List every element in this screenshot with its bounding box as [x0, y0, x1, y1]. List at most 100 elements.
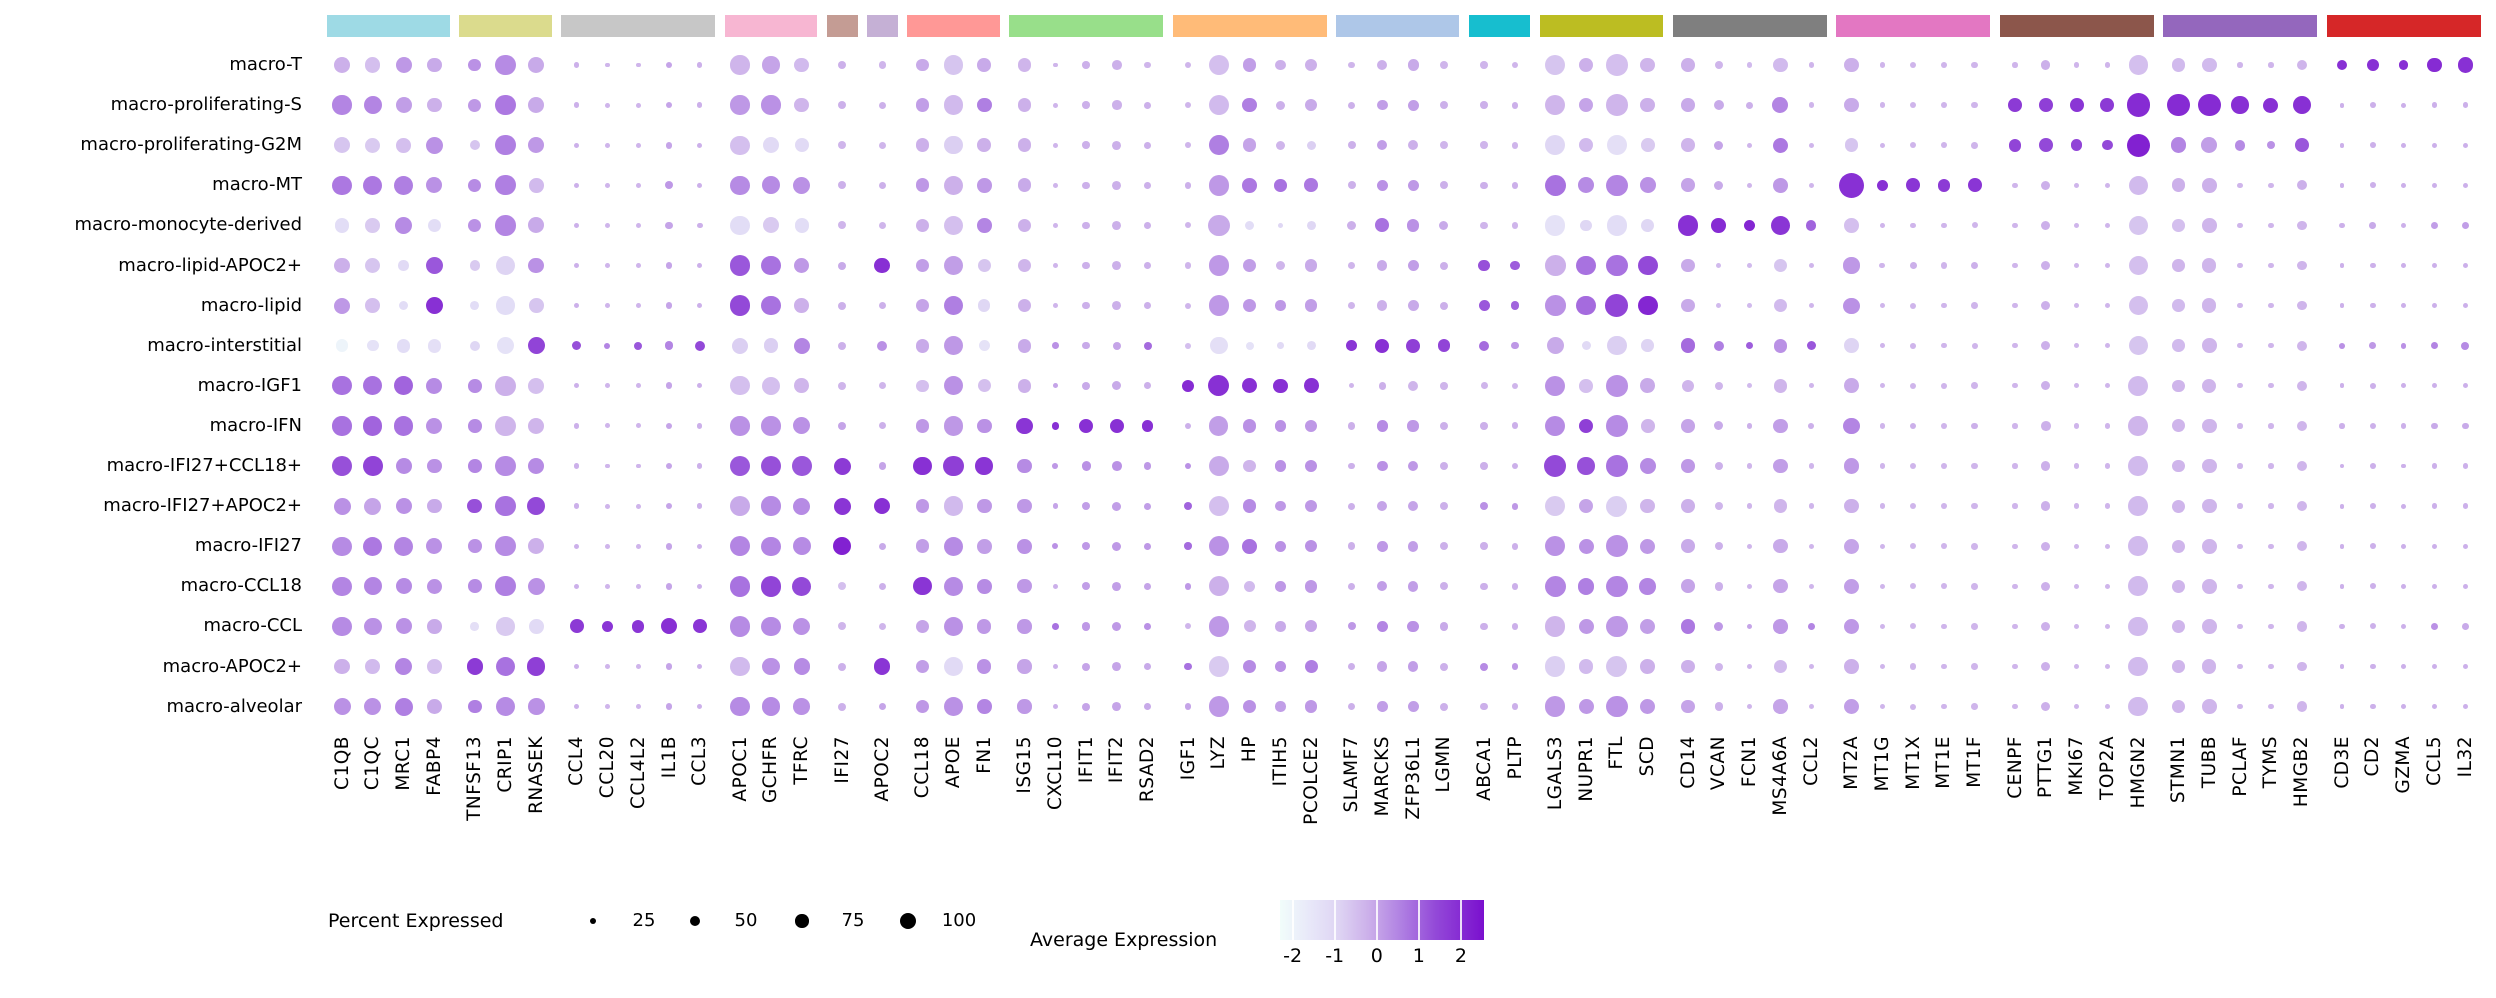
expression-dot: [1082, 101, 1090, 109]
expression-dot: [2128, 496, 2149, 516]
expression-dot: [2201, 498, 2217, 514]
expression-dot: [1184, 462, 1192, 470]
expression-dot: [697, 503, 703, 509]
gene-label: IFIT1: [1075, 736, 1097, 784]
expression-dot: [2041, 461, 2051, 471]
expression-dot: [1082, 261, 1090, 270]
gene-label: LGMN: [1433, 736, 1455, 793]
expression-dot: [2172, 459, 2185, 473]
expression-dot: [1746, 142, 1753, 148]
expression-dot: [334, 218, 350, 233]
expression-dot: [2296, 59, 2307, 71]
expression-dot: [2369, 663, 2376, 670]
expression-dot: [1640, 618, 1656, 634]
expression-dot: [729, 295, 751, 316]
expression-dot: [1639, 177, 1656, 194]
expression-dot: [1407, 620, 1419, 633]
expression-dot: [1640, 97, 1656, 113]
expression-dot: [1407, 420, 1419, 432]
expression-dot: [2431, 703, 2438, 710]
gene-label: CRIP1: [495, 736, 516, 793]
gene-label: APOC1: [729, 736, 751, 802]
expression-dot: [878, 61, 886, 69]
expression-dot: [1808, 102, 1814, 108]
expression-dot: [470, 622, 479, 631]
expression-dot: [2128, 456, 2149, 476]
expression-dot: [496, 617, 515, 636]
expression-dot: [761, 697, 781, 716]
expression-dot: [2172, 339, 2185, 352]
expression-dot: [1407, 701, 1419, 713]
expression-dot: [2237, 302, 2243, 309]
expression-dot: [1480, 702, 1488, 711]
expression-dot: [878, 382, 886, 390]
expression-dot: [665, 302, 673, 309]
expression-dot: [1639, 578, 1656, 595]
expression-dot: [1243, 459, 1256, 473]
expression-dot: [527, 657, 546, 676]
expression-dot: [1637, 295, 1658, 316]
expression-dot: [2366, 58, 2380, 72]
expression-dot: [1879, 463, 1885, 469]
expression-dot: [1480, 622, 1488, 631]
expression-dot: [426, 417, 443, 434]
expression-dot: [1376, 179, 1389, 192]
expression-dot: [1376, 540, 1388, 552]
gene-label: CCL5: [2423, 736, 2445, 786]
expression-dot: [495, 536, 516, 557]
expression-dot: [1275, 140, 1285, 150]
expression-dot: [1910, 342, 1916, 349]
expression-dot: [604, 102, 610, 108]
expression-dot: [2268, 463, 2274, 469]
expression-dot: [1941, 222, 1947, 229]
expression-dot: [1348, 582, 1355, 590]
expression-dot: [1879, 423, 1885, 429]
expression-dot: [2126, 93, 2150, 117]
expression-dot: [2073, 343, 2080, 349]
expression-dot: [1377, 581, 1388, 592]
expression-dot: [1773, 378, 1788, 393]
expression-dot: [1407, 140, 1419, 151]
expression-dot: [791, 456, 812, 476]
expression-dot: [1144, 703, 1152, 711]
expression-dot: [665, 663, 673, 670]
expression-dot: [943, 215, 964, 236]
expression-dot: [1184, 102, 1192, 109]
row-label: macro-IGF1: [197, 374, 302, 396]
expression-dot: [363, 577, 382, 596]
expression-dot: [1605, 294, 1629, 318]
expression-dot: [1910, 462, 1917, 470]
expression-dot: [833, 497, 851, 515]
expression-dot: [1681, 539, 1695, 553]
expression-dot: [1439, 622, 1449, 631]
expression-dot: [2104, 583, 2111, 589]
expression-dot: [732, 337, 749, 354]
expression-dot: [1910, 102, 1917, 109]
expression-dot: [1439, 502, 1448, 511]
expression-dot: [2128, 656, 2149, 677]
expression-dot: [1773, 418, 1788, 434]
expression-dot: [838, 261, 846, 270]
expression-dot: [1052, 663, 1058, 670]
expression-dot: [1941, 423, 1947, 429]
expression-dot: [1714, 140, 1724, 150]
expression-dot: [1876, 179, 1889, 192]
expression-dot: [2237, 383, 2243, 389]
expression-dot: [760, 455, 782, 477]
expression-dot: [467, 378, 482, 393]
expression-dot: [1605, 254, 1628, 277]
expression-dot: [334, 57, 350, 73]
expression-dot: [1808, 62, 1814, 68]
expression-dot: [2339, 142, 2345, 148]
expression-dot: [1578, 538, 1594, 554]
expression-dot: [2268, 343, 2274, 349]
expression-dot: [729, 495, 751, 517]
expression-dot: [2268, 302, 2274, 309]
expression-dot: [1606, 655, 1628, 678]
expression-dot: [2073, 543, 2080, 549]
size-legend-value: 75: [841, 910, 865, 931]
expression-dot: [1184, 662, 1192, 671]
gene-label: MS4A6A: [1769, 736, 1791, 816]
expression-dot: [838, 301, 846, 310]
expression-dot: [604, 543, 610, 549]
